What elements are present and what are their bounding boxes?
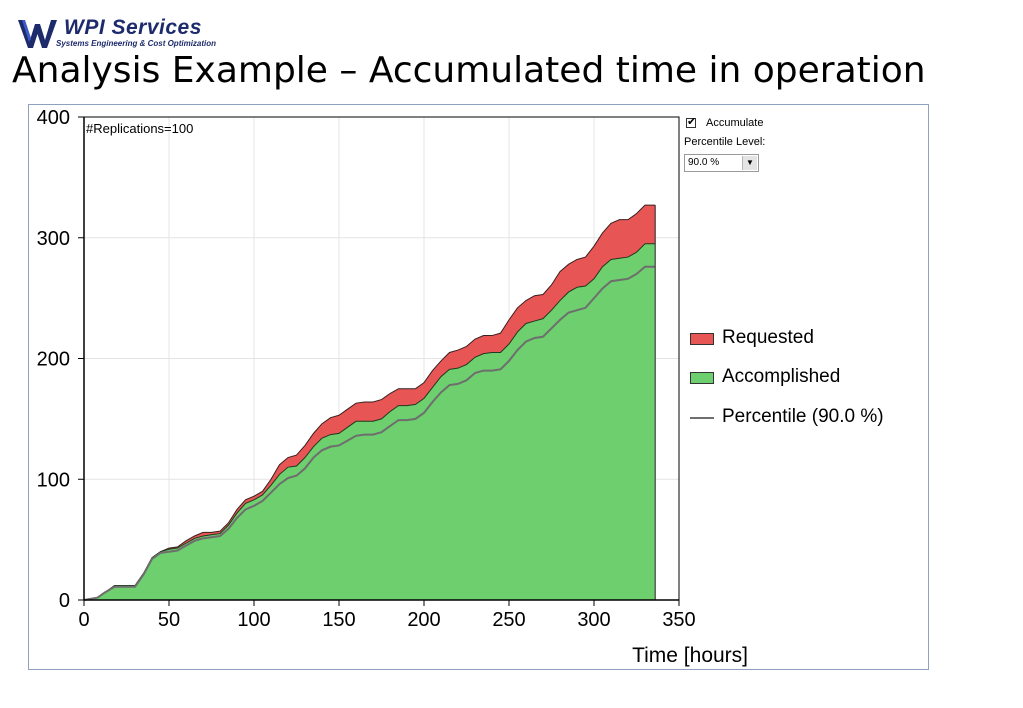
replications-annotation: #Replications=100 xyxy=(86,121,193,136)
series-requested-outline xyxy=(83,204,656,601)
y-tick-label: 0 xyxy=(59,590,70,612)
y-tick-label: 300 xyxy=(37,228,70,250)
series-percentile-line xyxy=(83,265,656,601)
legend-line-percentile xyxy=(690,417,714,419)
percentile-level-label: Percentile Level: xyxy=(684,136,766,148)
x-tick-label: 200 xyxy=(407,609,440,631)
x-tick-label: 250 xyxy=(492,609,525,631)
series-accomplished-area xyxy=(84,243,656,600)
series-accomplished-outline xyxy=(83,243,656,601)
x-tick-label: 150 xyxy=(322,609,355,631)
tick-labels: 0 50 100 150 200 250 300 350 0 100 200 300 400 xyxy=(37,107,696,631)
page-title: Analysis Example – Accumulated time in o… xyxy=(12,50,926,91)
accumulate-label: Accumulate xyxy=(706,117,764,129)
logo-name: WPI Services xyxy=(64,16,202,39)
y-tick-label: 400 xyxy=(37,107,70,129)
logo: WPI Services Systems Engineering & Cost … xyxy=(18,16,278,56)
series-layer xyxy=(83,204,656,601)
x-tick-label: 50 xyxy=(158,609,180,631)
chevron-down-icon[interactable]: ▼ xyxy=(742,156,757,170)
legend-label-percentile: Percentile (90.0 %) xyxy=(722,406,884,427)
logo-w-icon xyxy=(18,20,57,48)
x-tick-label: 0 xyxy=(78,609,89,631)
x-tick-label: 300 xyxy=(577,609,610,631)
y-tick-label: 200 xyxy=(37,349,70,371)
accumulate-checkbox[interactable]: ✔ xyxy=(686,115,697,128)
checkmark-icon: ✔ xyxy=(687,115,697,128)
logo-tagline: Systems Engineering & Cost Optimization xyxy=(56,39,217,48)
x-tick-label: 100 xyxy=(237,609,270,631)
legend-swatch-accomplished xyxy=(690,372,714,384)
axes xyxy=(78,116,680,606)
y-tick-label: 100 xyxy=(37,469,70,491)
percentile-level-select[interactable]: 90.0 % ▼ xyxy=(684,154,759,172)
percentile-level-value: 90.0 % xyxy=(688,157,720,168)
x-axis-label: Time [hours] xyxy=(632,644,748,667)
legend-swatch-requested xyxy=(690,333,714,345)
x-tick-label: 350 xyxy=(662,609,695,631)
legend-label-requested: Requested xyxy=(722,327,814,348)
legend-label-accomplished: Accomplished xyxy=(722,366,841,387)
